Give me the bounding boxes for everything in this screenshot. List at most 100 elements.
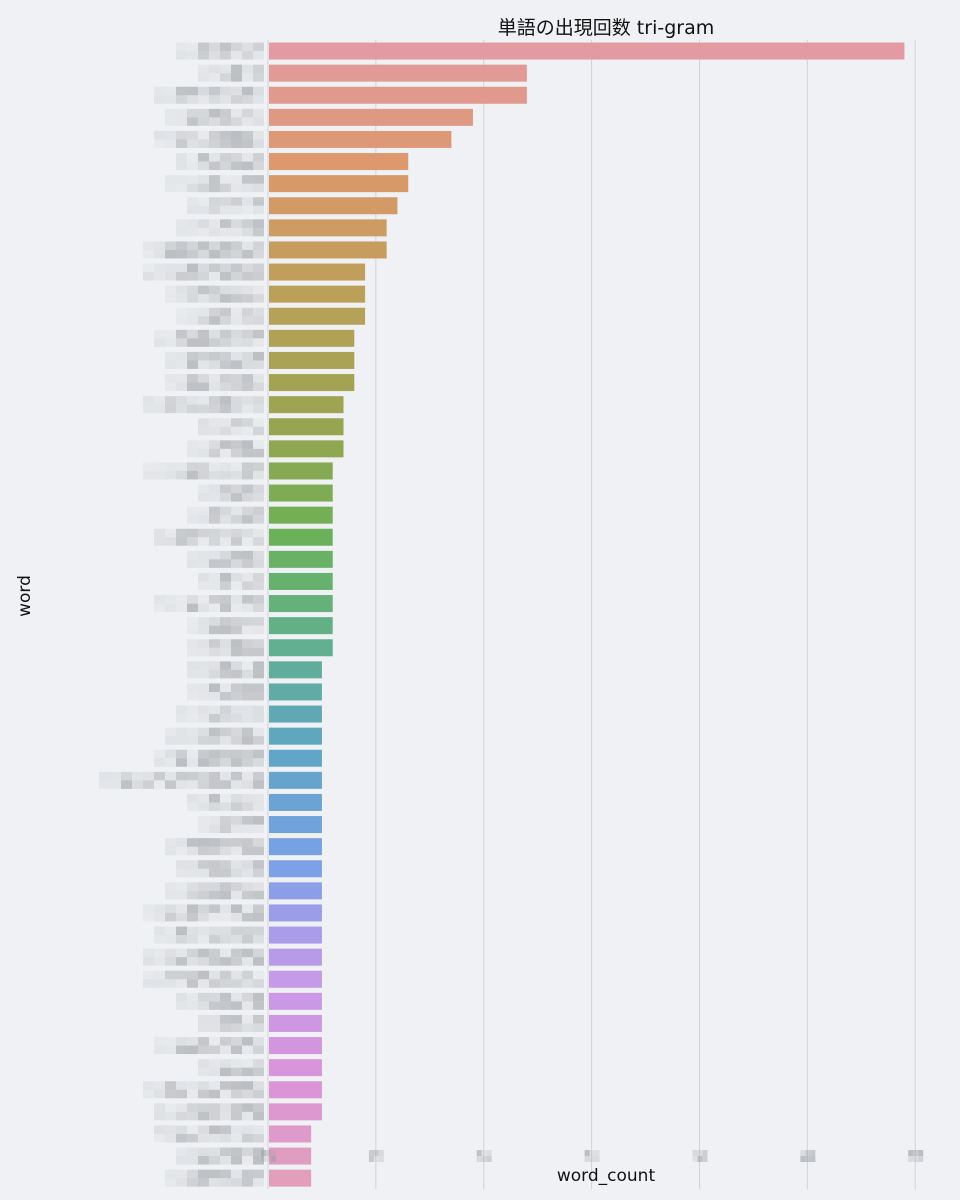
- bar: [269, 64, 527, 82]
- y-tick-label: [165, 1169, 264, 1187]
- bar: [269, 1037, 322, 1055]
- y-tick-label: [198, 816, 264, 834]
- y-tick-label: [165, 108, 264, 126]
- bar: [269, 329, 355, 347]
- bar: [269, 572, 333, 590]
- y-tick-label: [165, 374, 264, 392]
- x-tick-label: [261, 1150, 276, 1162]
- y-tick-label: [154, 86, 264, 104]
- bar: [269, 130, 452, 148]
- bar: [269, 351, 355, 369]
- bar: [269, 241, 387, 259]
- y-tick-label: [187, 661, 264, 679]
- y-tick-label: [154, 1037, 264, 1055]
- chart-title: 単語の出現回数 tri-gram: [498, 17, 714, 39]
- y-tick-label: [154, 528, 264, 546]
- y-tick-label: [176, 860, 264, 878]
- bar: [269, 639, 333, 657]
- x-tick-label: [908, 1150, 924, 1162]
- y-tick-label: [198, 1014, 264, 1032]
- bar: [269, 108, 473, 126]
- bar: [269, 904, 322, 922]
- bar: [269, 418, 344, 436]
- y-tick-label: [187, 506, 264, 524]
- bar: [269, 285, 366, 303]
- y-tick-label: [154, 749, 264, 767]
- y-tick-label: [187, 639, 264, 657]
- y-tick-label: [143, 904, 264, 922]
- y-tick-label: [143, 396, 264, 414]
- bar: [269, 816, 322, 834]
- bar: [269, 1014, 322, 1032]
- bar: [269, 528, 333, 546]
- bar: [269, 838, 322, 856]
- bar: [269, 396, 344, 414]
- bar: [269, 550, 333, 568]
- y-tick-label: [165, 838, 264, 856]
- bar: [269, 374, 355, 392]
- y-tick-label: [154, 130, 264, 148]
- bar: [269, 683, 322, 701]
- bar: [269, 860, 322, 878]
- y-tick-label: [198, 1059, 264, 1077]
- y-tick-labels: [99, 42, 264, 1187]
- bar: [269, 175, 409, 193]
- bar: [269, 1081, 322, 1099]
- bar: [269, 970, 322, 988]
- y-tick-label: [154, 1125, 264, 1143]
- y-tick-label: [165, 882, 264, 900]
- y-tick-label: [143, 970, 264, 988]
- bar: [269, 307, 366, 325]
- bar: [269, 948, 322, 966]
- y-tick-label: [176, 153, 264, 171]
- y-tick-label: [187, 440, 264, 458]
- bar: [269, 595, 333, 613]
- y-tick-label: [143, 263, 264, 281]
- bar: [269, 462, 333, 480]
- bar: [269, 617, 333, 635]
- y-tick-label: [176, 307, 264, 325]
- bar: [269, 42, 905, 60]
- bar: [269, 926, 322, 944]
- x-tick-label: [476, 1150, 492, 1162]
- x-axis-label: word_count: [557, 1166, 656, 1186]
- x-tick-labels: [261, 1150, 924, 1162]
- y-tick-label: [143, 948, 264, 966]
- y-tick-label: [176, 705, 264, 723]
- bar: [269, 440, 344, 458]
- y-tick-label: [198, 418, 264, 436]
- y-tick-label: [154, 926, 264, 944]
- bar: [269, 771, 322, 789]
- bar: [269, 793, 322, 811]
- bar: [269, 992, 322, 1010]
- y-tick-label: [198, 572, 264, 590]
- y-tick-label: [176, 42, 264, 60]
- y-tick-label: [187, 197, 264, 215]
- y-tick-label: [154, 1103, 264, 1121]
- bar: [269, 219, 387, 237]
- bar: [269, 484, 333, 502]
- bar: [269, 1103, 322, 1121]
- y-tick-label: [198, 484, 264, 502]
- bar: [269, 705, 322, 723]
- bar: [269, 1147, 312, 1165]
- x-tick-label: [692, 1150, 708, 1162]
- x-tick-label: [584, 1150, 600, 1162]
- y-tick-label: [165, 175, 264, 193]
- y-tick-label: [176, 992, 264, 1010]
- y-tick-label: [165, 351, 264, 369]
- y-tick-label: [143, 1081, 264, 1099]
- y-tick-label: [154, 329, 264, 347]
- bar: [269, 1059, 322, 1077]
- bar: [269, 197, 398, 215]
- y-tick-label: [165, 727, 264, 745]
- y-tick-label: [198, 64, 264, 82]
- y-axis-label: word: [15, 575, 35, 617]
- y-tick-label: [99, 771, 264, 789]
- x-tick-label: [800, 1150, 816, 1162]
- bar: [269, 1169, 312, 1187]
- y-tick-label: [176, 1147, 264, 1165]
- bar: [269, 86, 527, 104]
